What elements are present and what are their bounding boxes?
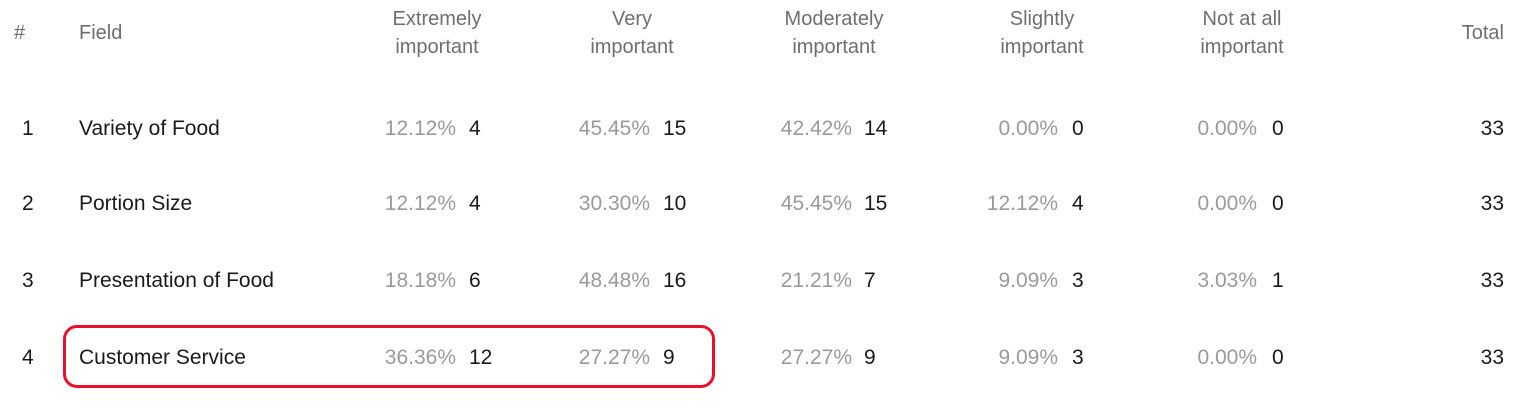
- count-slightly: 3: [1072, 346, 1084, 369]
- count-not-at-all: 1: [1272, 269, 1284, 292]
- percent-extremely: 18.18%: [384, 269, 456, 292]
- percent-moderately: 45.45%: [780, 192, 852, 215]
- percent-not-at-all: 3.03%: [1197, 269, 1257, 292]
- count-slightly: 4: [1072, 192, 1084, 215]
- row-total: 33: [1480, 346, 1504, 369]
- row-total: 33: [1480, 269, 1504, 292]
- header-extremely-important: Extremely important: [375, 5, 499, 61]
- percent-extremely: 12.12%: [384, 192, 456, 215]
- count-slightly: 3: [1072, 269, 1084, 292]
- percent-extremely: 36.36%: [384, 346, 456, 369]
- percent-slightly: 12.12%: [986, 192, 1058, 215]
- count-very: 9: [663, 346, 675, 369]
- percent-extremely: 12.12%: [384, 117, 456, 140]
- percent-not-at-all: 0.00%: [1197, 346, 1257, 369]
- percent-slightly: 0.00%: [998, 117, 1058, 140]
- percent-very: 27.27%: [578, 346, 650, 369]
- row-field: Variety of Food: [79, 117, 220, 140]
- row-number: 2: [22, 192, 34, 215]
- header-very-important: Very important: [570, 5, 694, 61]
- count-moderately: 9: [864, 346, 876, 369]
- header-line: important: [1200, 36, 1284, 58]
- header-moderately-important: Moderately important: [772, 5, 896, 61]
- count-very: 15: [663, 117, 687, 140]
- row-total: 33: [1480, 117, 1504, 140]
- percent-moderately: 42.42%: [780, 117, 852, 140]
- count-moderately: 14: [864, 117, 888, 140]
- percent-moderately: 27.27%: [780, 346, 852, 369]
- percent-very: 48.48%: [578, 269, 650, 292]
- header-not-at-all-important: Not at all important: [1180, 5, 1304, 61]
- percent-very: 30.30%: [578, 192, 650, 215]
- table-row: 1 Variety of Food 12.12% 4 45.45% 15 42.…: [0, 104, 1536, 154]
- table-row: 2 Portion Size 12.12% 4 30.30% 10 45.45%…: [0, 179, 1536, 229]
- count-slightly: 0: [1072, 117, 1084, 140]
- count-not-at-all: 0: [1272, 117, 1284, 140]
- count-not-at-all: 0: [1272, 192, 1284, 215]
- count-very: 10: [663, 192, 687, 215]
- row-number: 1: [22, 117, 34, 140]
- table-row: 4 Customer Service 36.36% 12 27.27% 9 27…: [0, 333, 1536, 383]
- row-total: 33: [1480, 192, 1504, 215]
- percent-slightly: 9.09%: [998, 346, 1058, 369]
- row-number: 4: [22, 346, 34, 369]
- header-slightly-important: Slightly important: [980, 5, 1104, 61]
- row-field: Presentation of Food: [79, 269, 274, 292]
- row-field: Portion Size: [79, 192, 193, 215]
- percent-very: 45.45%: [578, 117, 650, 140]
- table-row: 3 Presentation of Food 18.18% 6 48.48% 1…: [0, 256, 1536, 306]
- percent-not-at-all: 0.00%: [1197, 192, 1257, 215]
- count-extremely: 4: [469, 192, 481, 215]
- count-extremely: 12: [469, 346, 493, 369]
- header-line: important: [792, 36, 876, 58]
- header-line: Extremely: [392, 8, 482, 30]
- header-line: Not at all: [1202, 8, 1282, 30]
- count-very: 16: [663, 269, 687, 292]
- header-line: important: [590, 36, 674, 58]
- percent-slightly: 9.09%: [998, 269, 1058, 292]
- header-line: Slightly: [1009, 8, 1075, 30]
- count-moderately: 7: [864, 269, 876, 292]
- count-not-at-all: 0: [1272, 346, 1284, 369]
- percent-moderately: 21.21%: [780, 269, 852, 292]
- count-extremely: 6: [469, 269, 481, 292]
- header-field: Field: [79, 22, 123, 44]
- count-moderately: 15: [864, 192, 888, 215]
- header-line: Very: [611, 8, 653, 30]
- header-line: Moderately: [784, 8, 884, 30]
- count-extremely: 4: [469, 117, 481, 140]
- header-line: important: [1000, 36, 1084, 58]
- header-total: Total: [1461, 22, 1504, 44]
- header-num: #: [14, 22, 26, 44]
- row-number: 3: [22, 269, 34, 292]
- row-field: Customer Service: [79, 346, 246, 369]
- percent-not-at-all: 0.00%: [1197, 117, 1257, 140]
- header-line: important: [395, 36, 479, 58]
